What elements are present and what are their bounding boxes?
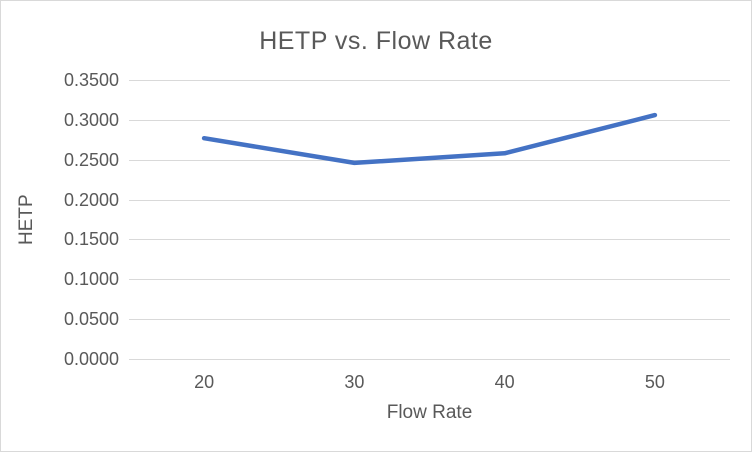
y-tick-label: 0.2000 — [63, 189, 119, 210]
x-tick-label: 50 — [644, 372, 665, 392]
chart-title: HETP vs. Flow Rate — [259, 27, 493, 55]
x-tick-label: 30 — [344, 372, 365, 392]
y-tick-label: 0.0500 — [63, 308, 119, 329]
x-tick-label: 20 — [194, 372, 215, 392]
series-line-hetp — [201, 112, 658, 166]
y-tick-label: 0.3500 — [63, 69, 119, 90]
y-tick-label: 0.1500 — [63, 228, 119, 249]
x-tick-label: 40 — [494, 372, 515, 392]
y-tick-label: 0.1000 — [63, 268, 119, 289]
y-tick-label: 0.2500 — [63, 149, 119, 170]
y-tick-label: 0.3000 — [63, 109, 119, 130]
y-tick-label: 0.0000 — [63, 348, 119, 369]
x-axis-title: Flow Rate — [386, 402, 473, 423]
